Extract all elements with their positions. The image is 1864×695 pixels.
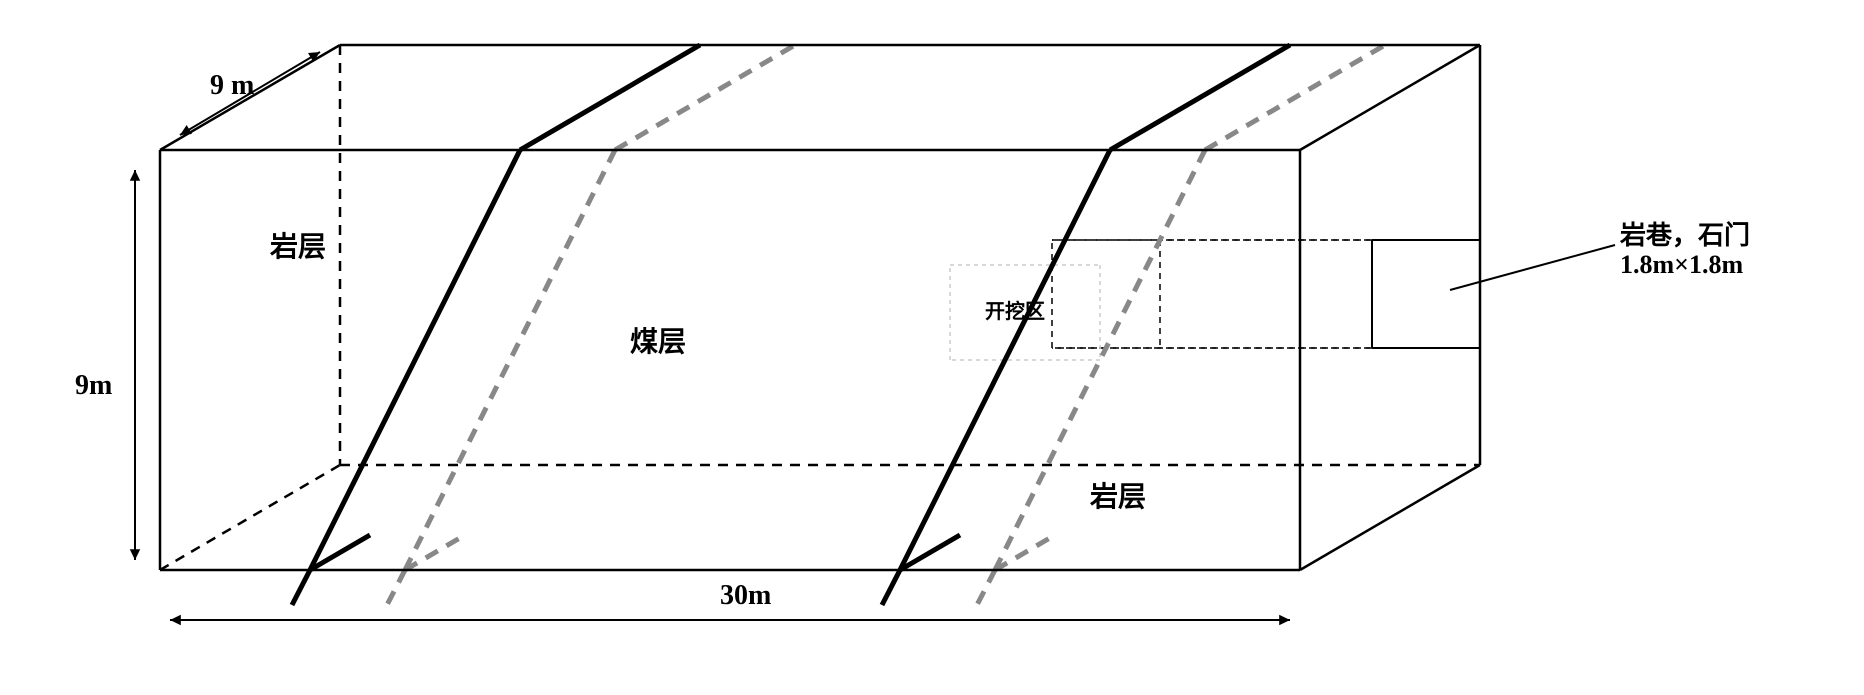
label-top-depth: 9 m bbox=[210, 70, 254, 102]
label-left-height: 9m bbox=[75, 370, 112, 402]
label-tunnel-callout-2: 1.8m×1.8m bbox=[1620, 250, 1743, 280]
label-rock-upper: 岩层 bbox=[270, 225, 326, 265]
diagram-svg bbox=[20, 20, 1864, 675]
label-rock-lower: 岩层 bbox=[1090, 475, 1146, 515]
label-excavation: 开挖区 bbox=[985, 295, 1045, 324]
diagram-container: 9 m 9m 30m 岩层 煤层 岩层 开挖区 岩巷，石门 1.8m×1.8m bbox=[20, 20, 1864, 675]
label-coal-seam: 煤层 bbox=[630, 320, 686, 360]
label-bottom-length: 30m bbox=[720, 580, 771, 612]
label-tunnel-callout-1: 岩巷，石门 bbox=[1620, 215, 1750, 252]
